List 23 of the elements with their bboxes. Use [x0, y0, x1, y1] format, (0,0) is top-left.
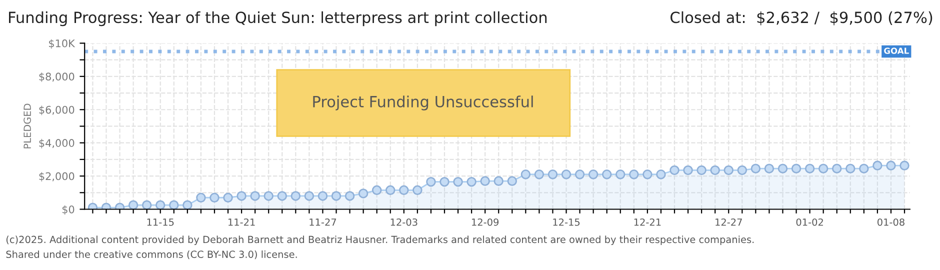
x-tick-label: 11-21: [228, 218, 255, 226]
x-tick-label: 01-08: [877, 218, 904, 226]
text: (c)2025. Additional content provided by Deborah Barnett and Beatriz Hausner. Trademarks and related content are owned by their respective companies.: [6, 236, 754, 246]
x-tick-label: 11-27: [310, 218, 336, 226]
x-tick-label: 12-27: [716, 218, 742, 226]
chart-title: Funding Progress: Year of the Quiet Sun: letterpress art print collection: [9, 11, 547, 26]
y-tick-label: $8,000: [39, 72, 74, 82]
x-tick-label: 01-02: [796, 218, 823, 226]
x-tick-label: 12-03: [390, 218, 418, 226]
text: Shared under the creative commons (CC BY-NC 3.0) license.: [6, 250, 297, 260]
chart-subtitle: Closed at: $2,632 / $9,500 (27%): [670, 11, 932, 26]
annotation: Project Funding Unsuccessful: [313, 96, 533, 110]
y-tick-label: $10K: [49, 39, 76, 49]
x-tick-label: 12-21: [634, 218, 661, 226]
x-tick-label: 11-15: [147, 218, 174, 226]
y-tick-label: $0: [62, 205, 74, 215]
ref-line-label: GOAL: [884, 48, 909, 54]
x-tick-label: 12-15: [553, 218, 580, 226]
x-tick-label: 12-09: [472, 218, 499, 226]
y-tick-label: $2,000: [39, 172, 74, 182]
y-tick-label: $4,000: [39, 138, 74, 148]
y-tick-label: $6,000: [39, 106, 74, 116]
y-axis-title: PLEDGED: [24, 104, 31, 148]
